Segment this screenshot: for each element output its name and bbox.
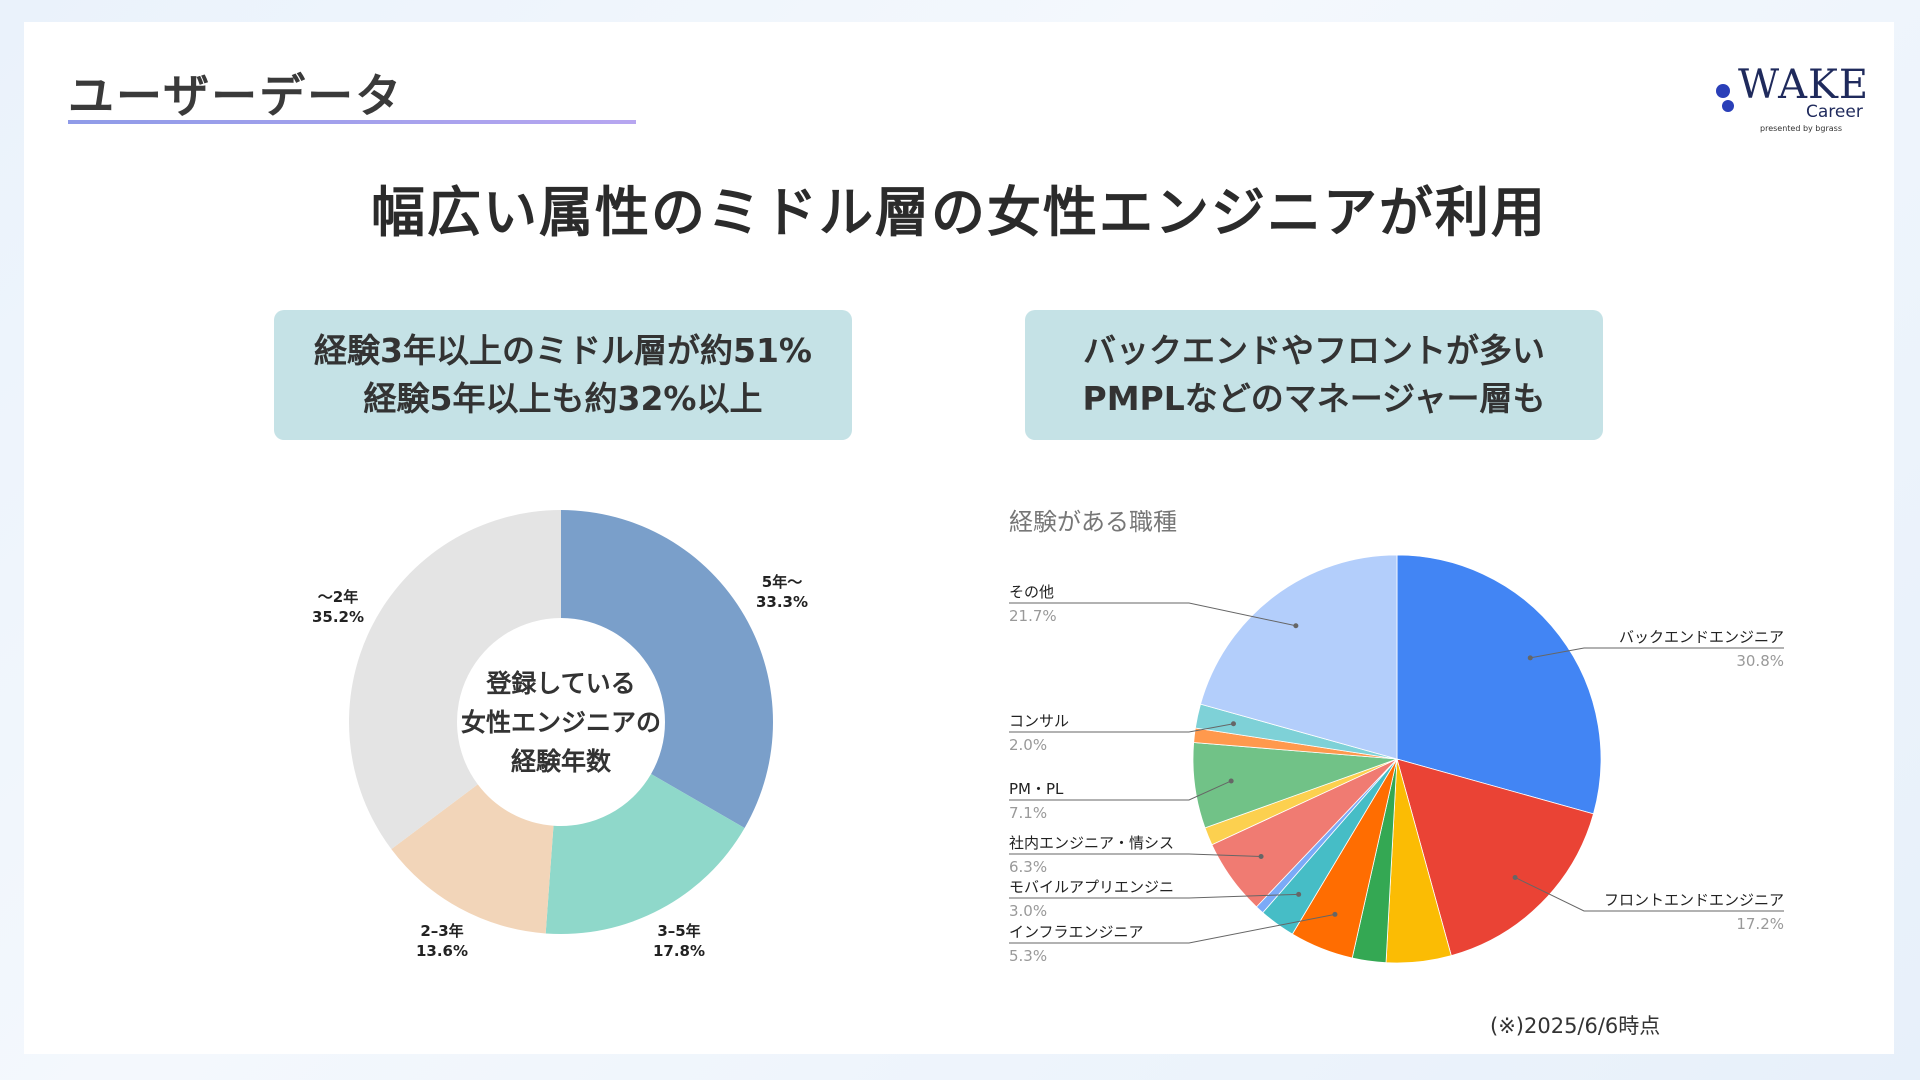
pie-slice-value: 7.1%: [1009, 804, 1047, 822]
pie-slice: [1396, 758, 1594, 957]
pie-slice-value: 30.8%: [1736, 652, 1784, 670]
donut-slice-label: 5年〜: [762, 573, 802, 591]
donut-slice-label: 3–5年: [657, 922, 700, 940]
donut-center-label: 女性エンジニアの: [461, 708, 661, 737]
donut-slice: [545, 774, 745, 934]
pie-leader-dot: [1258, 854, 1264, 860]
section-underline: [68, 120, 636, 124]
donut-center-label: 経験年数: [511, 747, 612, 776]
pie-leader-line: [1514, 877, 1784, 912]
pie-leader-line: [1009, 602, 1296, 627]
pie-slice-value: 17.2%: [1736, 915, 1784, 933]
donut-slice: [349, 510, 561, 850]
callout-line: 経験3年以上のミドル層が約51%: [314, 331, 812, 370]
pie-leader-line: [1009, 853, 1262, 858]
pie-slice-value: 5.3%: [1009, 947, 1047, 965]
donut-slice-value: 17.8%: [653, 942, 705, 960]
pie-leader-dot: [1512, 874, 1518, 880]
donut-slice-label: 2–3年: [420, 922, 463, 940]
donut-slice-value: 13.6%: [416, 942, 468, 960]
logo-dot-icon: [1716, 84, 1734, 112]
pie-slice: [1396, 554, 1602, 815]
pie-leader-dot: [1296, 891, 1302, 897]
pie-title: 経験がある職種: [1009, 508, 1177, 536]
pie-leader-dot: [1230, 721, 1236, 727]
pie-slice-label: コンサル: [1009, 712, 1069, 730]
pie-leader-dot: [1293, 623, 1299, 629]
donut-slice: [561, 510, 773, 828]
pie-leader-line: [1009, 780, 1232, 801]
pie-slice-label: モバイルアプリエンジニ: [1009, 878, 1174, 896]
logo: WAKE Career presented by bgrass: [1714, 42, 1874, 142]
pie-leader-dot: [1228, 778, 1234, 784]
pie-slice-value: 3.0%: [1009, 902, 1047, 920]
pie-leader-line: [1009, 723, 1234, 733]
pie-slice-value: 6.3%: [1009, 858, 1047, 876]
pie-leader-dot: [1527, 655, 1533, 661]
logo-presented: presented by bgrass: [1760, 124, 1842, 133]
logo-wordmark: WAKE: [1738, 62, 1870, 108]
donut-center-label: 登録している: [485, 669, 635, 698]
headline: 幅広い属性のミドル層の女性エンジニアが利用: [371, 181, 1547, 244]
pie-leader-dot: [1332, 911, 1338, 917]
pie-slice-label: インフラエンジニア: [1009, 923, 1144, 941]
pie-leader-line: [1530, 647, 1784, 659]
donut-slice: [391, 784, 554, 934]
pie-slice-label: PM・PL: [1009, 780, 1064, 798]
callout-roles: バックエンドやフロントが多い PMPLなどのマネージャー層も: [1025, 310, 1603, 440]
section-title: ユーザーデータ: [68, 69, 404, 123]
donut-slice-value: 35.2%: [312, 608, 364, 626]
callout-experience: 経験3年以上のミドル層が約51% 経験5年以上も約32%以上: [274, 310, 852, 440]
callout-line: PMPLなどのマネージャー層も: [1082, 379, 1546, 418]
pie-slice-value: 21.7%: [1009, 607, 1057, 625]
pie-leader-line: [1009, 913, 1336, 944]
logo-sub: Career: [1806, 102, 1863, 122]
footnote: (※)2025/6/6時点: [1490, 1014, 1661, 1038]
pie-slice-value: 2.0%: [1009, 736, 1047, 754]
pie-slice-label: その他: [1009, 583, 1054, 601]
pie-slice: [1200, 554, 1398, 760]
donut-slice-label: 〜2年: [318, 588, 358, 606]
callout-line: バックエンドやフロントが多い: [1083, 331, 1545, 370]
slide: ユーザーデータ WAKE Career presented by bgrass …: [24, 22, 1894, 1054]
pie-leader-line: [1009, 893, 1299, 899]
charts-canvas: 5年〜 33.3% 3–5年 17.8% 2–3年 13.6% 〜2年 35.2% 登録している…: [312, 508, 1784, 965]
callout-line: 経験5年以上も約32%以上: [363, 379, 763, 418]
pie-slice-label: バックエンドエンジニア: [1619, 628, 1784, 646]
pie-slice-label: フロントエンドエンジニア: [1604, 891, 1784, 909]
donut-slice-value: 33.3%: [756, 593, 808, 611]
pie-slice-label: 社内エンジニア・情シス: [1009, 834, 1174, 852]
